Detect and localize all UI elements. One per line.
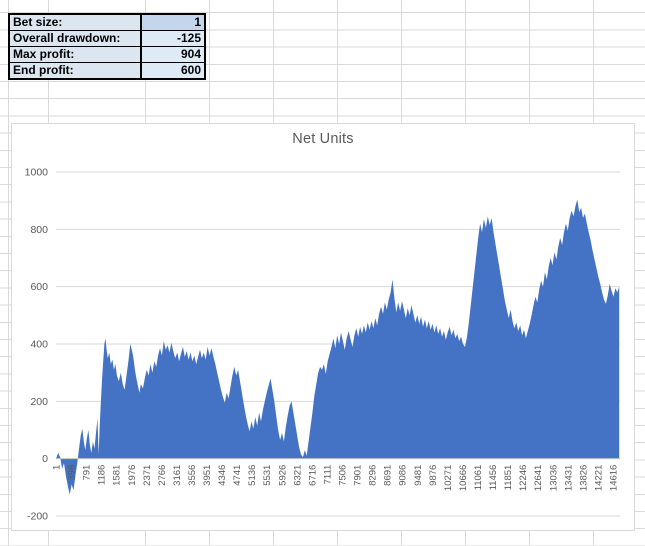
stat-value-end-profit[interactable]: 600 [142,63,204,78]
svg-text:6321: 6321 [292,465,303,486]
svg-text:-200: -200 [27,511,48,523]
stat-value-bet-size[interactable]: 1 [142,15,204,30]
svg-text:396: 396 [67,465,78,481]
spreadsheet-column-gridline [8,0,9,546]
svg-text:8296: 8296 [368,465,379,486]
svg-text:9086: 9086 [398,465,409,486]
svg-text:11456: 11456 [488,465,499,491]
svg-text:3951: 3951 [202,465,213,486]
stats-table: Bet size: 1 Overall drawdown: -125 Max p… [8,13,206,80]
svg-text:10666: 10666 [458,465,469,491]
stat-value-overall-drawdown[interactable]: -125 [142,31,204,46]
svg-text:2766: 2766 [157,465,168,486]
svg-text:7111: 7111 [322,465,333,485]
svg-text:600: 600 [30,281,48,293]
svg-text:7506: 7506 [338,465,349,486]
svg-text:3556: 3556 [187,465,198,486]
svg-text:0: 0 [42,453,48,465]
svg-text:4346: 4346 [217,465,228,486]
stat-label-overall-drawdown[interactable]: Overall drawdown: [10,31,142,46]
svg-text:4741: 4741 [232,465,243,486]
svg-text:200: 200 [30,396,48,408]
stat-label-max-profit[interactable]: Max profit: [10,47,142,62]
stat-label-end-profit[interactable]: End profit: [10,63,142,78]
svg-text:3161: 3161 [172,465,183,486]
svg-text:11061: 11061 [473,465,484,491]
svg-text:10271: 10271 [443,465,454,491]
svg-text:12641: 12641 [533,465,544,491]
svg-text:2371: 2371 [142,465,153,486]
area-plot: -200 0 200 400 600 800 1000 1 396 791 1186 1581 1976… [25,167,620,523]
svg-text:5531: 5531 [262,465,273,486]
svg-text:1581: 1581 [112,465,123,486]
svg-text:1: 1 [52,465,63,470]
svg-text:14616: 14616 [608,465,619,491]
stat-value-max-profit[interactable]: 904 [142,47,204,62]
table-row: Bet size: 1 [10,15,204,31]
svg-text:9481: 9481 [413,465,424,486]
svg-text:13036: 13036 [548,465,559,491]
svg-text:400: 400 [30,339,48,351]
table-row: End profit: 600 [10,63,204,78]
chart-title: Net Units [292,131,354,147]
table-row: Overall drawdown: -125 [10,31,204,47]
svg-text:1000: 1000 [25,167,49,179]
svg-text:1186: 1186 [97,465,108,485]
svg-text:8691: 8691 [383,465,394,486]
svg-text:1976: 1976 [127,465,138,486]
svg-text:11851: 11851 [503,465,514,491]
svg-text:5926: 5926 [277,465,288,486]
table-row: Max profit: 904 [10,47,204,63]
svg-text:9876: 9876 [428,465,439,486]
svg-text:5136: 5136 [247,465,258,486]
svg-text:12246: 12246 [518,465,529,491]
svg-text:13431: 13431 [563,465,574,491]
svg-text:6716: 6716 [307,465,318,486]
svg-text:7901: 7901 [353,465,364,486]
stat-label-bet-size[interactable]: Bet size: [10,15,142,30]
svg-text:14221: 14221 [593,465,604,491]
svg-text:13826: 13826 [578,465,589,491]
svg-text:800: 800 [30,224,48,236]
net-units-chart[interactable]: Net Units -200 0 200 400 600 800 1000 1 396 791 11… [11,123,635,531]
svg-text:791: 791 [82,465,93,481]
